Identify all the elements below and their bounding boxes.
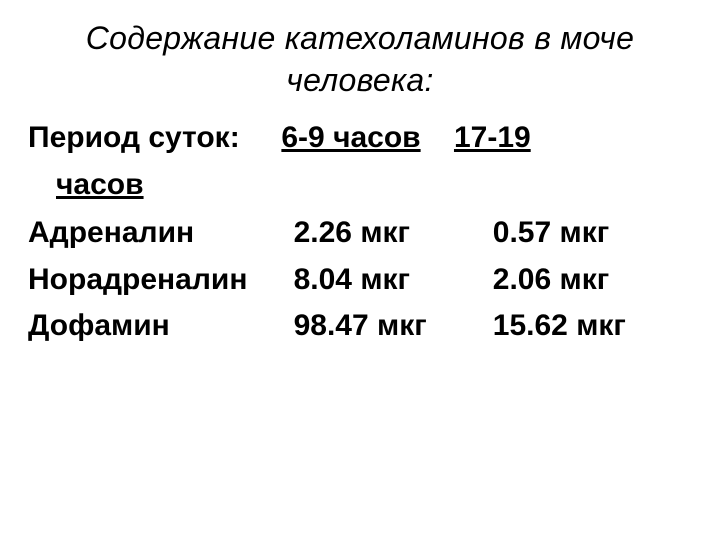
- row-name: Норадреналин: [28, 257, 294, 304]
- table-row: Адреналин 2.26 мкг 0.57 мкг: [28, 210, 692, 257]
- row-name: Адреналин: [28, 210, 294, 257]
- column-header-1: 6-9 часов: [281, 121, 420, 154]
- column-header-2-part2: часов: [28, 162, 692, 209]
- row-value-2: 15.62 мкг: [493, 303, 692, 350]
- table-row: Норадреналин 8.04 мкг 2.06 мкг: [28, 257, 692, 304]
- period-label: Период суток:: [28, 121, 240, 154]
- row-value-1: 98.47 мкг: [294, 303, 493, 350]
- row-value-2: 0.57 мкг: [493, 210, 692, 257]
- content-block: Период суток: 6-9 часов 17-19 часов Адре…: [28, 115, 692, 350]
- row-value-2: 2.06 мкг: [493, 257, 692, 304]
- column-header-2-part1: 17-19: [454, 121, 531, 154]
- table-row: Дофамин 98.47 мкг 15.62 мкг: [28, 303, 692, 350]
- header-row: Период суток: 6-9 часов 17-19 часов: [28, 115, 692, 208]
- row-value-1: 2.26 мкг: [294, 210, 493, 257]
- row-value-1: 8.04 мкг: [294, 257, 493, 304]
- row-name: Дофамин: [28, 303, 294, 350]
- page-title: Содержание катехоламинов в моче человека…: [28, 18, 692, 101]
